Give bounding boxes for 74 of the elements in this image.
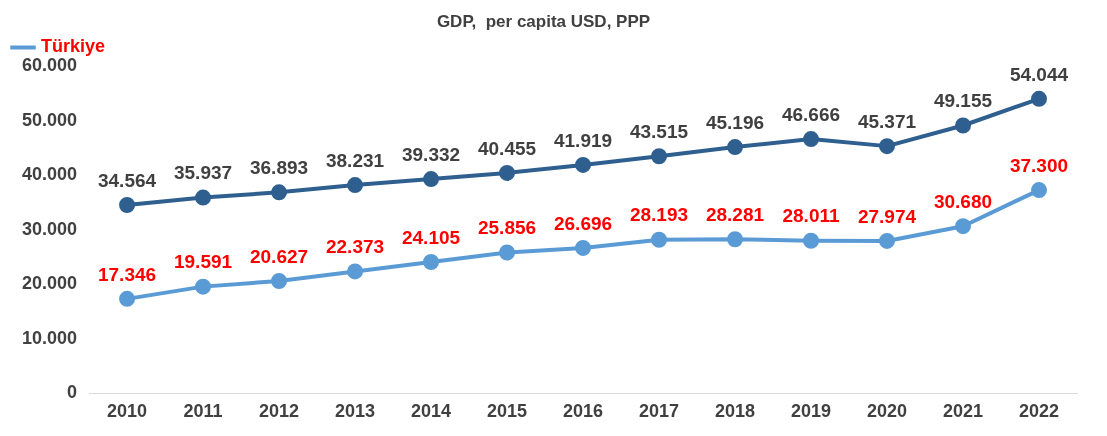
data-label: 36.893	[249, 157, 309, 179]
legend-label: Türkiye	[41, 36, 106, 57]
point	[499, 164, 516, 181]
data-label: 40.455	[477, 137, 537, 159]
data-label: 24.105	[401, 226, 461, 248]
point	[1031, 182, 1047, 199]
x-tick-label: 2021	[942, 401, 984, 422]
x-tick-label: 2010	[107, 401, 148, 422]
y-tick-label: 20.000	[21, 273, 78, 294]
x-tick-label: 2018	[715, 401, 756, 422]
data-label: 34.564	[97, 169, 157, 191]
data-label: 26.696	[553, 212, 613, 234]
point	[271, 272, 288, 289]
point	[803, 232, 820, 249]
x-tick-label: 2014	[411, 401, 452, 422]
point	[955, 218, 972, 235]
data-label: 46.666	[781, 103, 841, 125]
point	[575, 156, 592, 173]
data-label: 30.680	[933, 190, 993, 212]
point	[879, 138, 896, 155]
point	[347, 177, 364, 194]
point	[195, 278, 212, 295]
data-label: 49.155	[933, 90, 993, 112]
data-label: 39.332	[401, 143, 461, 165]
x-tick-label: 2017	[639, 401, 680, 422]
data-label: 54.044	[1009, 63, 1069, 85]
point	[423, 171, 440, 188]
data-label: 20.627	[249, 245, 309, 267]
point	[651, 148, 668, 165]
data-label: 19.591	[173, 251, 233, 273]
point	[803, 131, 820, 148]
y-tick-label: 60.000	[21, 55, 78, 76]
chart-title: GDP, per capita USD, PPP	[436, 11, 651, 31]
data-label: 28.193	[629, 204, 689, 226]
x-tick-label: 2019	[790, 401, 832, 422]
point	[1031, 90, 1047, 107]
y-tick-label: 10.000	[21, 327, 78, 348]
x-tick-label: 2022	[1018, 401, 1060, 422]
point	[347, 263, 364, 280]
data-label: 27.974	[857, 205, 917, 227]
x-tick-label: 2020	[866, 401, 908, 422]
point	[955, 117, 972, 134]
data-label: 37.300	[1009, 154, 1069, 176]
data-label: 45.196	[705, 111, 765, 133]
point	[727, 139, 744, 156]
y-tick-label: 50.000	[21, 109, 78, 130]
x-tick-label: 2012	[259, 401, 300, 422]
point	[651, 231, 668, 248]
point	[499, 244, 516, 261]
data-label: 28.281	[705, 204, 765, 225]
data-label: 25.856	[477, 217, 537, 239]
y-tick-label: 40.000	[21, 164, 78, 185]
data-label: 22.373	[325, 236, 385, 258]
point	[423, 254, 440, 271]
x-tick-label: 2015	[487, 401, 528, 422]
point	[727, 231, 744, 248]
x-tick-label: 2013	[335, 401, 376, 422]
data-label: 43.515	[629, 120, 689, 142]
x-tick-label: 2016	[563, 401, 604, 422]
data-label: 45.371	[857, 110, 917, 132]
point	[879, 232, 896, 249]
data-label: 41.919	[553, 129, 613, 151]
data-label: 28.011	[782, 205, 840, 227]
point	[119, 197, 136, 214]
y-tick-label: 0	[67, 382, 78, 403]
data-label: 17.346	[97, 263, 157, 285]
x-tick-label: 2011	[183, 401, 223, 422]
data-label: 35.937	[173, 162, 233, 184]
point	[195, 189, 212, 206]
point	[271, 184, 288, 201]
point	[119, 290, 136, 307]
data-label: 38.231	[325, 149, 385, 171]
y-tick-label: 30.000	[21, 218, 78, 239]
point	[575, 239, 592, 256]
